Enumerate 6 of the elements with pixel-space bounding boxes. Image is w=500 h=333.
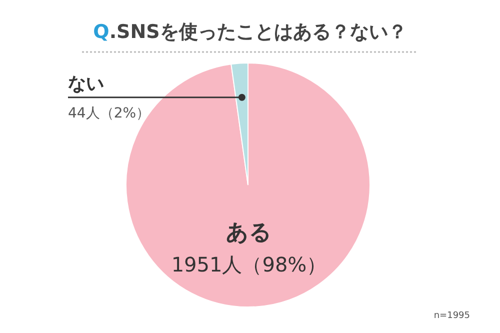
- data-label: 1951人（98%）: [171, 252, 327, 277]
- text: n=1995: [434, 311, 470, 321]
- slice-label: ある: [226, 220, 272, 246]
- data-label: 44人（2%）: [68, 105, 150, 122]
- chart-title: Q.SNSを使ったことはある？ない？: [93, 21, 407, 43]
- slice-label: ない: [68, 73, 104, 94]
